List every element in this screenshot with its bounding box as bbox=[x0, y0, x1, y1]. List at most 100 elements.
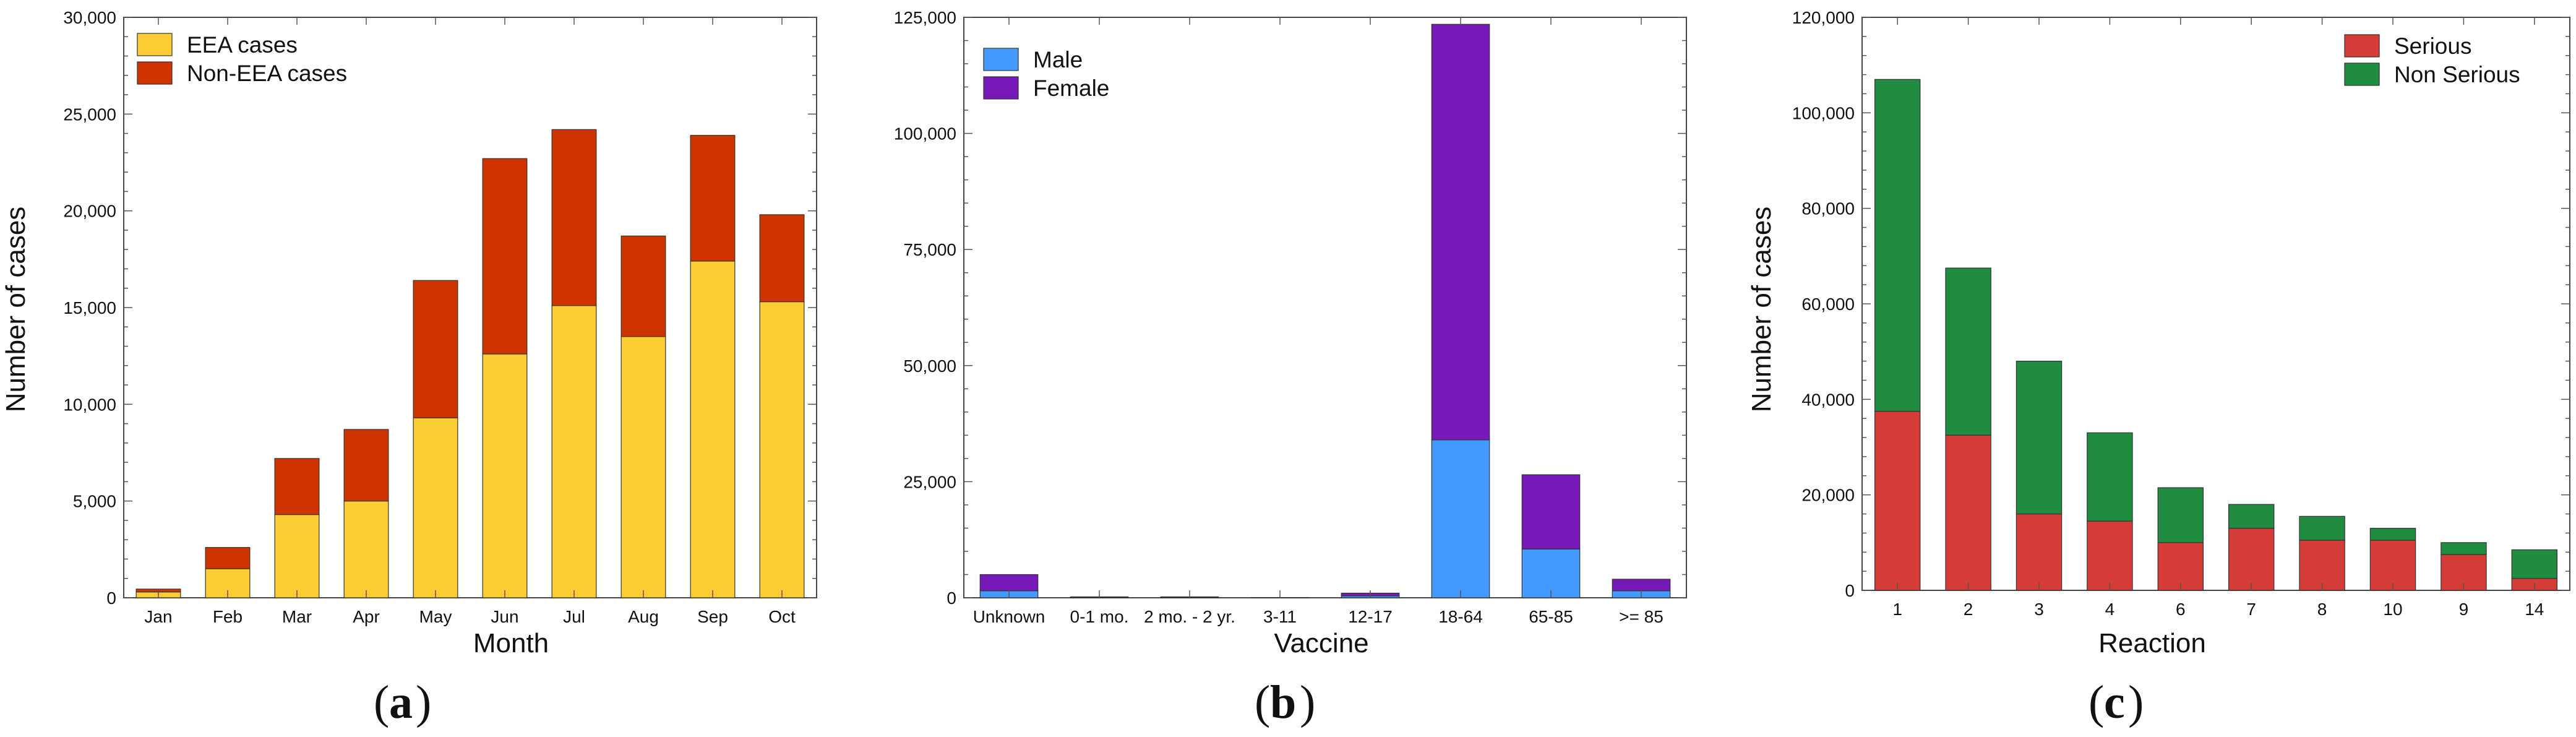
panel-c-bar-non_serious bbox=[1945, 267, 1991, 436]
panel-b-bar-female bbox=[1612, 579, 1671, 592]
panel-a-bar-non_eea bbox=[343, 429, 389, 502]
panel-b-legend-swatch bbox=[983, 48, 1019, 71]
panel-c-bar-non_serious bbox=[2228, 504, 2275, 529]
panel-a: 0 5,000 10,000 15,000 20,000 25,000 30,000 Jan… bbox=[1, 8, 817, 728]
panel-c-bar-non_serious bbox=[2157, 487, 2204, 543]
panel-b-bar-female bbox=[1521, 474, 1581, 550]
panel-a-x-axis-title: Month bbox=[473, 628, 549, 658]
panel-a-bar-eea bbox=[413, 417, 458, 598]
panel-c-bar-non_serious bbox=[2087, 432, 2133, 522]
panel-a-xtick-label: Sep bbox=[697, 607, 728, 626]
panel-b-legend-label: Male bbox=[1033, 47, 1083, 72]
panel-a-bar-eea bbox=[620, 336, 666, 598]
panel-c-ytick-label: 60,000 bbox=[1801, 295, 1855, 314]
panel-b-ytick-label: 25,000 bbox=[903, 472, 956, 491]
svg-text:(: ( bbox=[2089, 676, 2104, 728]
panel-c-xtick-label: 9 bbox=[2459, 600, 2469, 619]
panel-a-bar-non_eea bbox=[413, 280, 458, 418]
panel-c-bars bbox=[1874, 79, 2558, 591]
panel-c-bar-serious bbox=[2228, 528, 2275, 591]
panel-c: 020,00040,00060,00080,000100,000120,000 … bbox=[1746, 8, 2570, 728]
panel-a-ytick-label: 15,000 bbox=[63, 298, 116, 317]
panel-c-xtick-label: 7 bbox=[2246, 600, 2256, 619]
panel-a-xtick-label: Aug bbox=[628, 607, 659, 626]
panel-a-ytick-label: 25,000 bbox=[63, 105, 116, 124]
panel-c-ytick-label: 120,000 bbox=[1792, 8, 1855, 27]
panel-a-xtick-label: May bbox=[419, 607, 452, 626]
panel-b-xtick-label: 18-64 bbox=[1438, 607, 1483, 626]
panel-c-legend-label: Serious bbox=[2394, 33, 2471, 59]
panel-a-xtick-label: Jun bbox=[491, 607, 518, 626]
panel-c-y-ticks: 0 20,000 40,000 60,000 80,000 100,000 120,000 bbox=[1792, 8, 2570, 600]
panel-c-bar-non_serious bbox=[2299, 515, 2345, 541]
panel-c-ytick-label: 20,000 bbox=[1801, 486, 1855, 505]
panel-a-bar-non_eea bbox=[482, 158, 528, 355]
panel-a-bar-non_eea bbox=[205, 547, 251, 569]
panel-a-bar-non_eea bbox=[274, 458, 320, 515]
panel-c-xtick-label: 10 bbox=[2383, 600, 2402, 619]
svg-text:(: ( bbox=[1255, 676, 1270, 728]
panel-c-xtick-label: 2 bbox=[1964, 600, 1973, 619]
panel-b-xtick-label: 65-85 bbox=[1529, 607, 1573, 626]
panel-a-bar-eea bbox=[274, 514, 320, 598]
panel-b-xtick-label: 3-11 bbox=[1263, 607, 1297, 626]
panel-b-bar-female bbox=[1431, 24, 1490, 441]
panel-a-legend-swatch bbox=[137, 61, 173, 85]
panel-c-bar-serious bbox=[2299, 540, 2345, 591]
panel-b-ytick-label: 50,000 bbox=[903, 356, 956, 376]
panel-c-y-axis-title: Number of cases bbox=[1746, 207, 1777, 413]
panel-b-xtick-label: 12-17 bbox=[1348, 607, 1393, 626]
panel-c-legend: Serious Non Serious bbox=[2344, 33, 2520, 87]
panel-c-bar-non_serious bbox=[2441, 542, 2487, 555]
panel-c-ytick-label: 100,000 bbox=[1792, 103, 1855, 123]
panel-b-frame bbox=[963, 17, 1687, 598]
panel-a-xtick-label: Apr bbox=[353, 607, 380, 626]
panel-c-bar-non_serious bbox=[2369, 528, 2416, 541]
panel-a-bar-non_eea bbox=[551, 129, 597, 306]
panel-a-bar-non_eea bbox=[620, 235, 666, 337]
panel-a-legend-label: EEA cases bbox=[187, 32, 298, 58]
panel-a-ytick-label: 20,000 bbox=[63, 202, 116, 221]
panel-c-bar-non_serious bbox=[1874, 79, 1921, 412]
panel-b-legend-swatch bbox=[983, 76, 1019, 100]
panel-a-bar-eea bbox=[482, 353, 528, 598]
panel-a-bar-eea bbox=[759, 301, 805, 598]
panel-a-ytick-label: 10,000 bbox=[63, 395, 116, 414]
panel-b-ytick-label: 100,000 bbox=[894, 124, 956, 144]
panel-c-xtick-label: 3 bbox=[2034, 600, 2044, 619]
panel-a-ytick-label: 0 bbox=[106, 588, 116, 608]
panel-c-xtick-label: 14 bbox=[2525, 600, 2544, 619]
panel-b-x-ticks: Unknown 0-1 mo. 2 mo. - 2 yr. 3-11 12-17 18-6… bbox=[973, 17, 1664, 626]
panel-b-legend-label: Female bbox=[1033, 75, 1109, 101]
panel-c-legend-label: Non Serious bbox=[2394, 62, 2520, 87]
panel-a-ytick-label: 5,000 bbox=[73, 492, 116, 511]
panel-b-legend: Male Female bbox=[983, 47, 1109, 101]
panel-c-xtick-label: 1 bbox=[1892, 600, 1902, 619]
panel-a-legend-swatch bbox=[137, 33, 173, 56]
panel-c-bar-non_serious bbox=[2016, 360, 2063, 515]
panel-a-y-axis-title: Number of cases bbox=[1, 207, 31, 413]
panel-c-bar-serious bbox=[2016, 513, 2063, 591]
panel-b-xtick-label: 2 mo. - 2 yr. bbox=[1144, 607, 1235, 626]
panel-c-x-ticks: 1 2 3 4 6 7 8 10 9 14 bbox=[1892, 17, 2544, 619]
panel-b-xtick-label: >= 85 bbox=[1619, 607, 1664, 626]
panel-c-bar-serious bbox=[1874, 411, 1921, 591]
panel-c-xtick-label: 6 bbox=[2176, 600, 2186, 619]
panel-c-xtick-label: 8 bbox=[2317, 600, 2327, 619]
panel-a-bar-non_eea bbox=[759, 214, 805, 303]
panel-a-legend: EEA cases Non-EEA cases bbox=[137, 32, 347, 86]
panel-a-xtick-label: Mar bbox=[282, 607, 312, 626]
panel-b-letter: b bbox=[1270, 676, 1296, 728]
panel-a-ytick-label: 30,000 bbox=[63, 8, 116, 27]
panel-a-bar-eea bbox=[343, 501, 389, 598]
panel-b-y-ticks: 0 25,000 50,000 75,000 100,000 125,000 bbox=[894, 8, 1686, 608]
panel-c-bar-serious bbox=[2369, 540, 2416, 591]
panel-a-xtick-label: Oct bbox=[768, 607, 796, 626]
panel-b-xtick-label: 0-1 mo. bbox=[1070, 607, 1129, 626]
panel-b: 0 25,000 50,000 75,000 100,000 125,000 Unknow… bbox=[894, 8, 1687, 728]
panel-c-xtick-label: 4 bbox=[2105, 600, 2115, 619]
panel-a-xtick-label: Jan bbox=[144, 607, 172, 626]
panel-c-bar-non_serious bbox=[2511, 549, 2558, 579]
